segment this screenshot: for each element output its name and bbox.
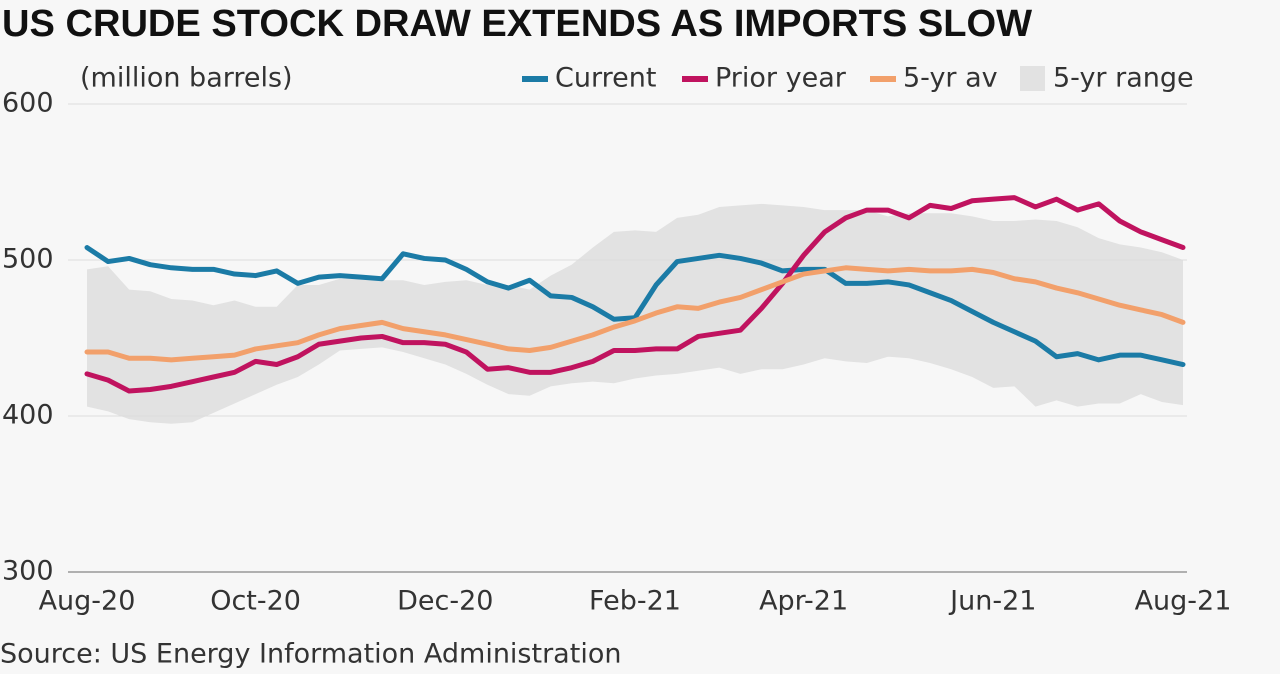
x-tick-label: Apr-21 xyxy=(759,586,848,617)
legend-label: Prior year xyxy=(715,63,847,94)
y-axis-label: (million barrels) xyxy=(80,63,293,94)
y-tick-label: 300 xyxy=(2,556,54,587)
legend-label: Current xyxy=(555,63,656,94)
x-tick-label: Oct-20 xyxy=(210,586,301,617)
x-tick-label: Dec-20 xyxy=(397,586,493,617)
x-tick-label: Aug-21 xyxy=(1135,586,1232,617)
x-tick-label: Aug-20 xyxy=(39,586,136,617)
legend-swatch xyxy=(1020,66,1045,91)
legend-label: 5-yr range xyxy=(1053,63,1194,94)
y-tick-label: 400 xyxy=(2,400,54,431)
legend-label: 5-yr av xyxy=(903,63,998,94)
line xyxy=(84,195,1186,394)
x-tick-label: Feb-21 xyxy=(589,586,681,617)
line xyxy=(84,265,1186,363)
x-tick-label: Jun-21 xyxy=(948,586,1036,617)
chart-title: US CRUDE STOCK DRAW EXTENDS AS IMPORTS S… xyxy=(2,3,1032,45)
source: Source: US Energy Information Administra… xyxy=(0,639,621,670)
y-tick-label: 600 xyxy=(2,88,54,119)
line xyxy=(84,245,1186,368)
y-tick-label: 500 xyxy=(2,244,54,275)
